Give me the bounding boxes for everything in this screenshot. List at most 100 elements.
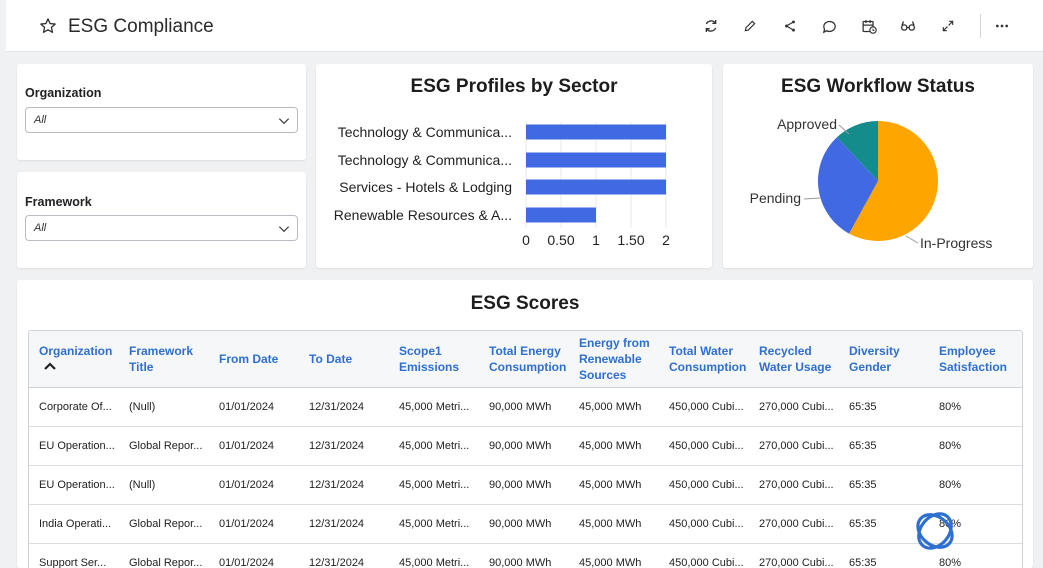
column-header[interactable]: Diversity Gender	[849, 343, 900, 375]
column-header-text: Renewable	[579, 352, 642, 366]
table-cell: 12/31/2024	[309, 401, 365, 413]
x-tick-label: 0	[522, 232, 530, 248]
scores-grid: Organization Framework Title From Date To Da…	[28, 330, 1023, 568]
sector-bar[interactable]	[526, 152, 666, 168]
column-header-text: From Date	[219, 352, 279, 366]
pie-slice-in-progress[interactable]	[849, 121, 938, 241]
table-cell: EU Operation...	[39, 440, 115, 452]
table-cell: 45,000 Metri...	[399, 440, 470, 452]
table-cell: 450,000 Cubi...	[669, 440, 744, 452]
pie-label: Approved	[777, 116, 837, 132]
column-header[interactable]: Total Water Consumption	[669, 343, 746, 375]
x-tick-label: 2	[662, 232, 670, 248]
framework-select-value: All	[34, 222, 47, 234]
table-cell: 450,000 Cubi...	[669, 518, 744, 530]
table-row[interactable]: Corporate Of... (Null) 01/01/2024 12/31/202…	[29, 388, 1022, 427]
grid-header: Organization Framework Title From Date To Da…	[29, 331, 1022, 388]
sector-category-label: Technology & Communica...	[338, 124, 512, 140]
expand-icon[interactable]	[939, 17, 957, 35]
column-header[interactable]: Framework Title	[129, 343, 193, 375]
sector-category-label: Technology & Communica...	[338, 152, 512, 168]
column-header-text: Organization	[39, 344, 113, 358]
pie-label: Pending	[750, 190, 801, 206]
loading-spinner-icon	[916, 512, 954, 550]
sort-ascending-icon[interactable]	[43, 361, 57, 371]
pie-slice-approved[interactable]	[836, 121, 878, 181]
column-header[interactable]: Organization	[39, 343, 112, 375]
refresh-icon[interactable]	[702, 17, 720, 35]
schedule-icon[interactable]	[860, 17, 878, 35]
sector-category-label: Services - Hotels & Lodging	[339, 179, 512, 195]
table-cell: Corporate Of...	[39, 401, 112, 413]
table-cell: 12/31/2024	[309, 518, 365, 530]
column-header-text: Satisfaction	[939, 360, 1008, 374]
table-cell: 270,000 Cubi...	[759, 440, 834, 452]
framework-select[interactable]: All	[25, 215, 298, 241]
table-cell: EU Operation...	[39, 479, 115, 491]
table-row[interactable]: EU Operation... Global Repor... 01/01/2024…	[29, 427, 1022, 466]
table-cell: 90,000 MWh	[489, 518, 552, 530]
organization-select[interactable]: All	[25, 107, 298, 133]
table-cell: 90,000 MWh	[489, 440, 552, 452]
column-header[interactable]: From Date	[219, 351, 278, 367]
x-tick-label: 0.50	[547, 232, 574, 248]
table-cell: Global Repor...	[129, 440, 203, 452]
sector-bar[interactable]	[526, 207, 596, 223]
table-cell: 01/01/2024	[219, 479, 275, 491]
sector-chart-card: ESG Profiles by Sector Technology & Comm…	[316, 64, 712, 268]
column-header-text: Emissions	[399, 360, 460, 374]
pie-label: In-Progress	[920, 235, 992, 251]
column-header[interactable]: Employee Satisfaction	[939, 343, 1007, 375]
share-icon[interactable]	[781, 17, 799, 35]
table-cell: 80%	[939, 401, 962, 413]
table-cell: 12/31/2024	[309, 557, 365, 568]
page-title: ESG Compliance	[68, 16, 214, 37]
scores-title: ESG Scores	[470, 293, 580, 314]
column-header-text: Gender	[849, 360, 892, 374]
column-header[interactable]: To Date	[309, 351, 352, 367]
column-header-text: To Date	[309, 352, 353, 366]
sector-category-label: Renewable Resources & A...	[334, 207, 512, 223]
pie-slice-pending[interactable]	[818, 137, 878, 234]
star-icon[interactable]	[38, 16, 58, 36]
column-header-text: Total Water	[669, 344, 734, 358]
edit-icon[interactable]	[741, 17, 759, 35]
organization-filter-card: Organization All	[17, 64, 306, 160]
view-icon[interactable]	[899, 17, 917, 35]
sector-bar[interactable]	[526, 179, 666, 195]
table-cell: 65:35	[849, 440, 877, 452]
table-row[interactable]: Support Ser... Global Repor... 01/01/2024 1…	[29, 544, 1022, 568]
table-cell: 45,000 MWh	[579, 440, 642, 452]
organization-select-value: All	[34, 114, 47, 126]
table-cell: 270,000 Cubi...	[759, 401, 834, 413]
table-cell: 45,000 MWh	[579, 557, 642, 568]
column-header[interactable]: Energy from Renewable Sources	[579, 335, 650, 383]
column-header-text: Framework	[129, 344, 194, 358]
column-header[interactable]: Recycled Water Usage	[759, 343, 831, 375]
sector-bar-chart: Technology & Communica... Technology & Co…	[334, 122, 670, 248]
comment-icon[interactable]	[820, 17, 838, 35]
table-cell: 80%	[939, 557, 962, 568]
table-row[interactable]: India Operati... Global Repor... 01/01/202…	[29, 505, 1022, 544]
table-cell: 450,000 Cubi...	[669, 479, 744, 491]
column-header[interactable]: Total Energy Consumption	[489, 343, 566, 375]
organization-filter-label: Organization	[25, 86, 102, 100]
framework-filter-label: Framework	[25, 195, 92, 209]
more-icon[interactable]	[993, 17, 1011, 35]
framework-filter-card: Framework All	[17, 172, 306, 268]
table-cell: 450,000 Cubi...	[669, 401, 744, 413]
column-header[interactable]: Scope1 Emissions	[399, 343, 459, 375]
column-header-text: Recycled	[759, 344, 812, 358]
table-cell: 45,000 Metri...	[399, 479, 470, 491]
table-cell: 45,000 Metri...	[399, 401, 470, 413]
table-cell: 65:35	[849, 479, 877, 491]
table-cell: 65:35	[849, 557, 877, 568]
column-header-text: Consumption	[489, 360, 567, 374]
table-cell: 12/31/2024	[309, 479, 365, 491]
table-cell: 80%	[939, 479, 962, 491]
table-row[interactable]: EU Operation... (Null) 01/01/2024 12/31/202…	[29, 466, 1022, 505]
table-cell: 65:35	[849, 401, 877, 413]
sector-bar[interactable]	[526, 124, 666, 140]
column-header-text: Energy from	[579, 336, 650, 350]
table-cell: Support Ser...	[39, 557, 107, 568]
